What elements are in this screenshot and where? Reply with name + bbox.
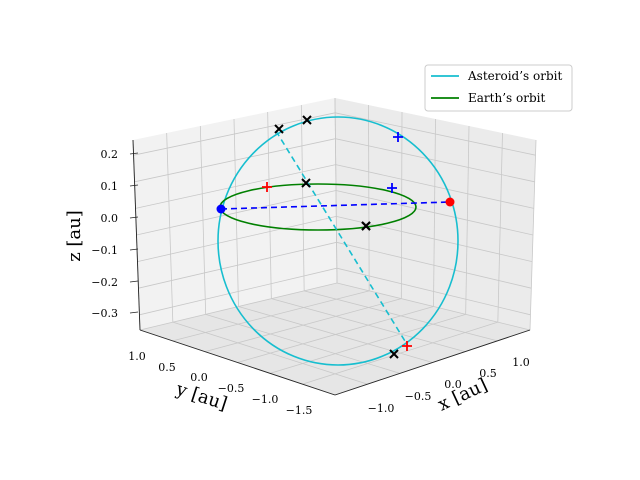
grid-line-left-wall-h	[137, 216, 337, 262]
y-tick-label: 0.5	[158, 361, 176, 374]
grid-line-floor-b	[172, 321, 368, 385]
grid-line-left-wall-h	[138, 241, 337, 289]
x-tick-label: −1.0	[368, 402, 395, 415]
z-tick-mark	[129, 311, 139, 314]
grid-line-right-wall-h	[335, 164, 534, 209]
x-marker	[301, 178, 311, 188]
z-tick-mark	[129, 248, 139, 251]
y-tick-label: 0.0	[190, 371, 208, 384]
plus-marker-blue	[393, 132, 403, 142]
x-tick-label: 1.0	[512, 356, 530, 369]
plus-marker-blue	[387, 183, 397, 193]
z-tick-label: −0.3	[91, 307, 118, 320]
x-marker	[361, 221, 371, 231]
grid-line-right-wall-h	[335, 138, 535, 183]
grid-line-right-wall-h	[335, 112, 536, 156]
z-axis-line	[132, 139, 141, 331]
legend: Asteroid’s orbit Earth’s orbit	[424, 64, 573, 112]
y-tick-label: −1.0	[252, 393, 279, 406]
back-pane-right	[335, 98, 536, 330]
y-tick-label: 1.0	[128, 350, 146, 363]
z-tick-label: 0.0	[101, 212, 119, 225]
z-tick-label: 0.1	[101, 180, 119, 193]
legend-label-earth: Earth’s orbit	[468, 91, 545, 105]
grid-line-left-wall-h	[135, 164, 336, 209]
z-tick-label: 0.2	[101, 148, 119, 161]
plus-marker-red	[262, 182, 272, 192]
earth-apsides-line	[220, 201, 451, 210]
earth-position-point	[216, 204, 226, 214]
z-tick-label: −0.1	[91, 244, 118, 257]
back-pane-left	[133, 98, 337, 330]
asteroid-position-point	[445, 197, 455, 207]
x-marker	[302, 115, 312, 125]
y-tick-label: −0.5	[218, 382, 245, 395]
markers	[216, 115, 455, 359]
z-tick-mark	[129, 152, 139, 155]
x-marker	[274, 124, 284, 134]
legend-box	[424, 64, 573, 112]
orbits	[217, 116, 459, 366]
x-tick-label: 0.5	[479, 367, 497, 380]
grid-line-left-wall-h	[136, 190, 337, 236]
asteroid-apsides-line	[275, 130, 409, 347]
x-axis-label: x [au]	[435, 374, 491, 415]
grid-line-left-wall-h	[139, 267, 337, 316]
floor-pane	[140, 283, 530, 395]
y-tick-label: −1.5	[286, 404, 313, 417]
x-tick-label: 0.0	[444, 378, 462, 391]
grid-line-right-wall-h	[336, 241, 532, 289]
grid-line-left-wall-h	[134, 138, 336, 183]
grid-line-right-wall-h	[336, 267, 531, 316]
y-axis-line	[139, 329, 336, 396]
grid-line-left-wall-h	[133, 112, 336, 156]
plus-marker-red	[402, 341, 412, 351]
z-tick-mark	[129, 280, 139, 283]
tick-labels: 0.2 0.1 0.0 −0.1 −0.2 −0.3 1.0 0.5 0.0 −0.5 −1.0 −1…	[91, 148, 529, 417]
asteroid-orbit-line	[217, 116, 459, 366]
z-axis-label: z [au]	[64, 210, 85, 262]
z-tick-mark	[129, 216, 139, 219]
x-axis-line	[334, 329, 531, 396]
x-tick-label: −0.5	[405, 390, 432, 403]
z-tick-mark	[129, 184, 139, 187]
grid-line-right-wall-h	[335, 190, 534, 236]
grid-lines	[132, 97, 537, 396]
legend-label-asteroid: Asteroid’s orbit	[467, 69, 562, 83]
x-marker	[389, 349, 399, 359]
z-tick-label: −0.2	[91, 276, 118, 289]
